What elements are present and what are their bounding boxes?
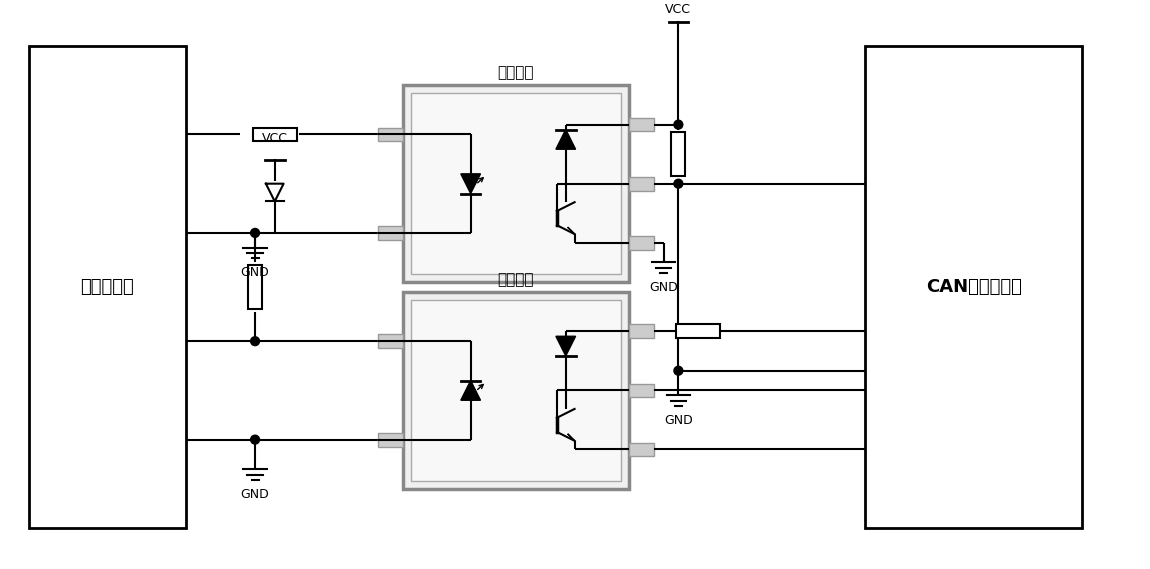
Circle shape xyxy=(674,366,683,375)
Text: GND: GND xyxy=(240,488,269,501)
Bar xyxy=(378,335,402,348)
Bar xyxy=(411,300,621,481)
Bar xyxy=(866,46,1082,528)
Text: GND: GND xyxy=(240,266,269,279)
Text: VCC: VCC xyxy=(666,3,691,17)
Bar xyxy=(402,292,629,489)
Text: GND: GND xyxy=(664,414,692,427)
Circle shape xyxy=(251,435,260,444)
Polygon shape xyxy=(555,130,576,149)
Bar xyxy=(629,324,653,338)
Text: 数字逻辑器: 数字逻辑器 xyxy=(81,278,135,296)
Text: CAN总线收发器: CAN总线收发器 xyxy=(926,278,1021,296)
Polygon shape xyxy=(568,227,575,234)
Circle shape xyxy=(674,179,683,188)
Text: 高速光耦: 高速光耦 xyxy=(498,65,535,80)
Text: 高速光耦: 高速光耦 xyxy=(498,272,535,287)
Bar xyxy=(378,433,402,447)
Bar xyxy=(253,127,297,141)
Polygon shape xyxy=(568,434,575,441)
Bar xyxy=(248,265,262,309)
Bar xyxy=(629,177,653,191)
Bar xyxy=(676,324,720,338)
Bar xyxy=(29,46,186,528)
Bar xyxy=(629,236,653,250)
Bar xyxy=(629,384,653,397)
Circle shape xyxy=(251,229,260,237)
Polygon shape xyxy=(461,381,481,400)
Circle shape xyxy=(251,337,260,345)
Bar xyxy=(629,118,653,131)
Bar xyxy=(672,132,685,176)
Text: VCC: VCC xyxy=(262,132,288,145)
Bar xyxy=(411,93,621,274)
Bar xyxy=(378,127,402,141)
Polygon shape xyxy=(555,336,576,356)
Polygon shape xyxy=(461,174,481,193)
Bar xyxy=(378,226,402,240)
Bar xyxy=(402,85,629,282)
Bar xyxy=(629,443,653,456)
Text: GND: GND xyxy=(650,281,678,294)
Circle shape xyxy=(674,120,683,129)
